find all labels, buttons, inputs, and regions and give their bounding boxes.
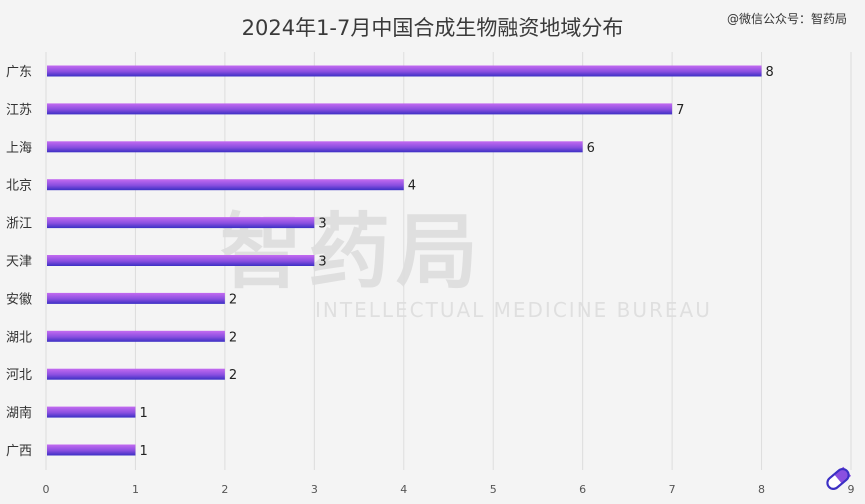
bar	[47, 65, 762, 77]
value-label: 8	[766, 65, 774, 80]
bar	[47, 103, 673, 115]
value-label: 4	[408, 179, 416, 194]
bar	[47, 444, 136, 456]
category-label: 湖南	[6, 405, 32, 421]
bar	[47, 368, 225, 380]
value-label: 3	[318, 255, 326, 270]
value-label: 3	[318, 217, 326, 232]
chart-title: 2024年1-7月中国合成生物融资地域分布	[241, 16, 624, 40]
x-tick-label: 7	[669, 483, 676, 496]
x-tick-label: 5	[490, 483, 497, 496]
x-tick-label: 2	[221, 483, 228, 496]
bar	[47, 255, 315, 266]
category-label: 江苏	[6, 102, 32, 118]
category-label: 北京	[6, 179, 32, 194]
bar	[47, 406, 136, 418]
x-tick-label: 1	[132, 483, 139, 496]
x-tick-label: 6	[579, 483, 586, 496]
category-label: 上海	[6, 141, 32, 156]
category-label: 湖北	[6, 330, 32, 345]
x-tick-label: 4	[400, 483, 407, 496]
bar	[47, 141, 583, 153]
value-label: 2	[229, 292, 237, 307]
x-tick-label: 0	[43, 483, 50, 496]
x-tick-label: 9	[848, 483, 855, 496]
category-label: 安徽	[6, 292, 32, 307]
bar	[47, 179, 404, 191]
value-label: 1	[139, 406, 147, 421]
category-label: 浙江	[6, 217, 32, 232]
bar	[47, 292, 225, 304]
x-tick-label: 3	[311, 483, 318, 496]
category-label: 天津	[6, 255, 32, 270]
value-label: 2	[229, 368, 237, 383]
value-label: 1	[139, 444, 147, 459]
category-label: 河北	[6, 368, 32, 383]
watermark: 智药局 INTELLECTUAL MEDICINE BUREAU	[220, 185, 712, 322]
x-tick-label: 8	[758, 483, 765, 496]
pill-logo-icon	[826, 466, 852, 490]
category-label: 广东	[6, 65, 32, 80]
value-label: 7	[676, 103, 684, 118]
bar	[47, 330, 225, 342]
category-label: 广西	[6, 444, 32, 459]
credit-text: @微信公众号：智药局	[726, 12, 847, 26]
value-label: 2	[229, 330, 237, 345]
value-label: 6	[587, 141, 595, 156]
watermark-en: INTELLECTUAL MEDICINE BUREAU	[315, 298, 712, 322]
bar	[47, 217, 315, 229]
